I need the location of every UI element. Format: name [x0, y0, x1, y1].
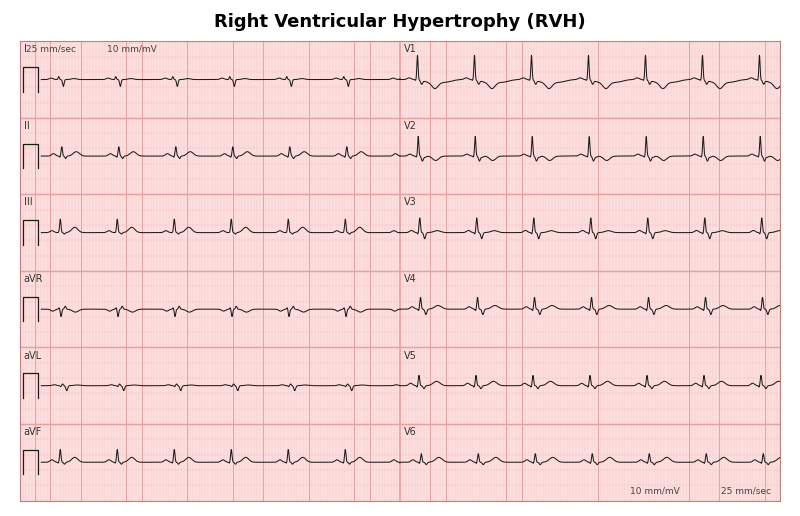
- Text: V5: V5: [404, 350, 417, 361]
- Text: I: I: [24, 44, 26, 54]
- Text: 10 mm/mV: 10 mm/mV: [630, 487, 680, 496]
- Text: V2: V2: [404, 121, 417, 131]
- Text: 10 mm/mV: 10 mm/mV: [107, 44, 157, 53]
- Text: aVF: aVF: [24, 427, 42, 437]
- Text: V3: V3: [404, 198, 417, 207]
- Text: III: III: [24, 198, 33, 207]
- Text: aVL: aVL: [24, 350, 42, 361]
- Text: Right Ventricular Hypertrophy (RVH): Right Ventricular Hypertrophy (RVH): [214, 13, 586, 31]
- Text: V1: V1: [404, 44, 417, 54]
- Text: II: II: [24, 121, 30, 131]
- Text: 25 mm/sec: 25 mm/sec: [26, 44, 76, 53]
- Text: 25 mm/sec: 25 mm/sec: [721, 487, 771, 496]
- Text: V4: V4: [404, 274, 417, 284]
- Text: aVR: aVR: [24, 274, 43, 284]
- Text: V6: V6: [404, 427, 417, 437]
